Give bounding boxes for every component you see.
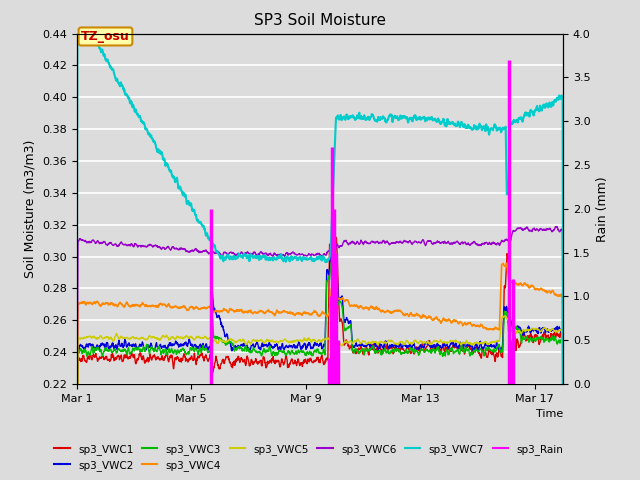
Y-axis label: Soil Moisture (m3/m3): Soil Moisture (m3/m3) bbox=[24, 140, 36, 278]
sp3_VWC7 bbox=[348, 113, 356, 119]
sp3_VWC1 bbox=[332, 235, 340, 240]
sp3_VWC3 bbox=[559, 468, 567, 474]
Line: sp3_VWC6: sp3_VWC6 bbox=[77, 227, 563, 480]
sp3_VWC6 bbox=[559, 417, 567, 422]
sp3_VWC2 bbox=[559, 460, 567, 466]
sp3_VWC3 bbox=[348, 343, 356, 348]
sp3_VWC2 bbox=[300, 343, 307, 348]
sp3_VWC4 bbox=[502, 260, 510, 266]
sp3_VWC4 bbox=[300, 310, 307, 315]
sp3_VWC4 bbox=[462, 321, 470, 327]
Line: sp3_VWC7: sp3_VWC7 bbox=[77, 31, 563, 415]
sp3_VWC1 bbox=[163, 349, 170, 355]
sp3_VWC7 bbox=[163, 161, 170, 167]
sp3_VWC6 bbox=[462, 240, 470, 246]
sp3_VWC7 bbox=[154, 147, 162, 153]
sp3_VWC7 bbox=[300, 255, 308, 261]
sp3_VWC2 bbox=[348, 339, 356, 345]
sp3_VWC4 bbox=[326, 296, 334, 302]
sp3_VWC3 bbox=[300, 349, 307, 355]
sp3_VWC7 bbox=[73, 380, 81, 386]
sp3_VWC1 bbox=[154, 356, 162, 361]
sp3_VWC6 bbox=[326, 247, 334, 253]
sp3_VWC1 bbox=[559, 467, 567, 472]
sp3_VWC6 bbox=[553, 224, 561, 229]
sp3_VWC7 bbox=[327, 244, 335, 250]
sp3_VWC7 bbox=[462, 124, 470, 130]
Title: SP3 Soil Moisture: SP3 Soil Moisture bbox=[254, 13, 386, 28]
Line: sp3_VWC2: sp3_VWC2 bbox=[77, 240, 563, 480]
X-axis label: Time: Time bbox=[536, 409, 563, 419]
Legend: sp3_VWC1, sp3_VWC2, sp3_VWC3, sp3_VWC4, sp3_VWC5, sp3_VWC6, sp3_VWC7, sp3_Rain: sp3_VWC1, sp3_VWC2, sp3_VWC3, sp3_VWC4, … bbox=[50, 439, 568, 475]
sp3_VWC6 bbox=[154, 244, 162, 250]
Line: sp3_VWC5: sp3_VWC5 bbox=[77, 316, 563, 480]
Line: sp3_VWC1: sp3_VWC1 bbox=[77, 238, 563, 480]
sp3_VWC5 bbox=[300, 337, 307, 343]
Text: TZ_osu: TZ_osu bbox=[81, 30, 130, 43]
sp3_VWC5 bbox=[163, 332, 170, 338]
sp3_VWC1 bbox=[326, 253, 334, 259]
sp3_VWC6 bbox=[348, 240, 356, 246]
Line: sp3_VWC3: sp3_VWC3 bbox=[77, 261, 563, 480]
sp3_VWC5 bbox=[500, 313, 508, 319]
sp3_VWC2 bbox=[462, 344, 470, 350]
sp3_VWC2 bbox=[326, 247, 334, 253]
sp3_VWC3 bbox=[326, 266, 334, 272]
sp3_VWC2 bbox=[328, 237, 336, 243]
sp3_VWC2 bbox=[154, 345, 162, 350]
sp3_VWC1 bbox=[300, 358, 307, 364]
sp3_VWC7 bbox=[87, 28, 95, 34]
sp3_VWC5 bbox=[154, 336, 162, 342]
sp3_VWC5 bbox=[462, 339, 470, 345]
Y-axis label: Rain (mm): Rain (mm) bbox=[596, 176, 609, 241]
sp3_VWC3 bbox=[154, 344, 162, 350]
Line: sp3_VWC4: sp3_VWC4 bbox=[77, 263, 563, 480]
sp3_VWC4 bbox=[154, 302, 162, 308]
sp3_VWC4 bbox=[163, 304, 170, 310]
sp3_VWC3 bbox=[331, 258, 339, 264]
sp3_VWC5 bbox=[348, 340, 356, 346]
sp3_VWC6 bbox=[163, 245, 170, 251]
sp3_VWC3 bbox=[163, 350, 170, 356]
sp3_VWC1 bbox=[462, 345, 470, 351]
sp3_VWC5 bbox=[326, 336, 334, 341]
sp3_VWC2 bbox=[163, 346, 170, 352]
sp3_VWC4 bbox=[348, 302, 356, 308]
sp3_VWC6 bbox=[300, 252, 307, 258]
sp3_VWC1 bbox=[348, 348, 356, 353]
sp3_VWC7 bbox=[559, 412, 567, 418]
sp3_VWC3 bbox=[462, 344, 470, 350]
